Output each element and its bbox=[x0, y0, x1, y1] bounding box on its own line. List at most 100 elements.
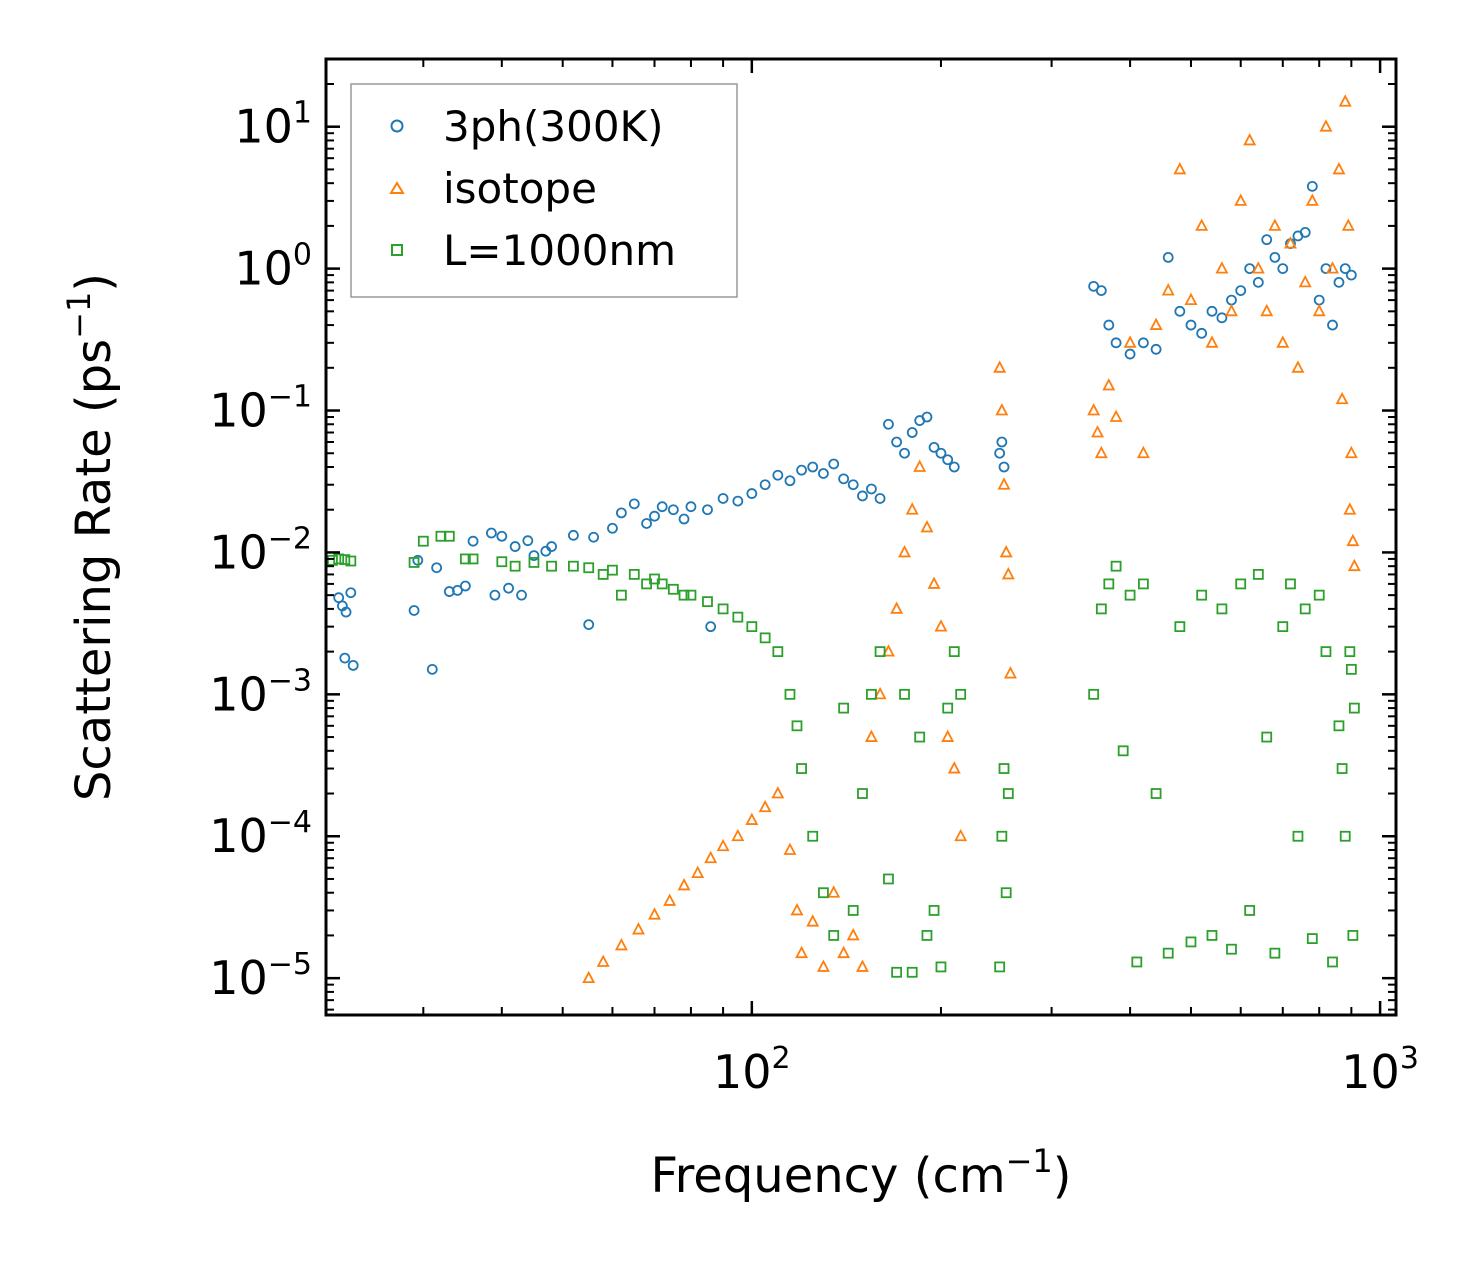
point-0-35 bbox=[685, 501, 697, 513]
point-2-52 bbox=[948, 646, 960, 658]
point-2-74 bbox=[1226, 943, 1237, 955]
point-1-58 bbox=[1243, 133, 1257, 146]
series-1 bbox=[582, 94, 1361, 984]
point-2-4 bbox=[408, 557, 420, 568]
point-0-51 bbox=[866, 483, 877, 495]
point-2-62 bbox=[1110, 560, 1122, 572]
point-1-6 bbox=[677, 878, 691, 891]
point-0-82 bbox=[1252, 276, 1264, 288]
point-0-56 bbox=[906, 427, 918, 438]
point-2-81 bbox=[1285, 578, 1296, 590]
point-2-50 bbox=[935, 961, 947, 973]
point-2-13 bbox=[546, 560, 557, 572]
point-1-2 bbox=[614, 938, 628, 951]
point-0-19 bbox=[516, 589, 527, 601]
point-1-44 bbox=[1094, 445, 1108, 459]
point-2-59 bbox=[1088, 688, 1100, 700]
legend-label-3ph: 3ph(300K) bbox=[443, 102, 663, 151]
point-0-13 bbox=[467, 535, 479, 547]
point-0-39 bbox=[732, 495, 744, 507]
point-1-33 bbox=[941, 729, 955, 742]
point-2-48 bbox=[921, 930, 933, 941]
point-1-3 bbox=[631, 922, 645, 935]
point-0-70 bbox=[1124, 348, 1136, 360]
point-2-47 bbox=[914, 731, 926, 743]
point-1-41 bbox=[1003, 666, 1017, 679]
point-2-90 bbox=[1345, 663, 1357, 675]
point-2-34 bbox=[796, 763, 807, 774]
point-1-75 bbox=[1347, 558, 1361, 572]
point-0-54 bbox=[891, 436, 903, 448]
point-1-53 bbox=[1195, 218, 1209, 231]
point-1-29 bbox=[913, 459, 927, 472]
point-2-80 bbox=[1277, 621, 1289, 633]
point-2-11 bbox=[509, 560, 521, 572]
point-0-6 bbox=[408, 605, 420, 616]
point-2-15 bbox=[583, 562, 595, 574]
point-2-26 bbox=[702, 596, 713, 608]
point-1-52 bbox=[1184, 292, 1198, 305]
point-1-54 bbox=[1205, 335, 1219, 348]
point-0-69 bbox=[1110, 337, 1122, 349]
point-2-14 bbox=[568, 560, 579, 572]
point-0-59 bbox=[928, 441, 940, 453]
point-0-32 bbox=[656, 501, 668, 513]
point-1-77 bbox=[1335, 391, 1349, 405]
point-0-64 bbox=[996, 436, 1008, 448]
point-0-29 bbox=[628, 498, 640, 510]
point-2-23 bbox=[667, 583, 679, 595]
point-1-28 bbox=[905, 502, 919, 515]
point-2-8 bbox=[459, 553, 471, 565]
point-1-56 bbox=[1224, 303, 1238, 317]
x-axis-label: Frequency (cm−1) bbox=[650, 1142, 1071, 1204]
axis-ticks bbox=[326, 58, 1396, 1015]
legend-label-l1000nm: L=1000nm bbox=[443, 226, 676, 275]
point-0-11 bbox=[452, 585, 463, 596]
y-tick-label-2: 10−3 bbox=[209, 663, 312, 721]
point-1-39 bbox=[999, 544, 1013, 558]
point-0-49 bbox=[847, 479, 859, 491]
point-1-36 bbox=[993, 360, 1007, 373]
point-0-28 bbox=[615, 507, 627, 519]
point-0-89 bbox=[1306, 180, 1318, 192]
point-2-44 bbox=[891, 966, 903, 978]
point-2-64 bbox=[1124, 589, 1136, 601]
legend-marker-isotope bbox=[389, 181, 405, 194]
point-2-65 bbox=[1131, 956, 1143, 968]
point-2-67 bbox=[1150, 788, 1162, 799]
point-0-58 bbox=[921, 411, 933, 423]
point-0-46 bbox=[818, 468, 829, 479]
point-2-31 bbox=[772, 646, 784, 658]
point-0-50 bbox=[857, 490, 868, 502]
point-2-58 bbox=[1002, 788, 1014, 799]
point-1-57 bbox=[1234, 193, 1248, 206]
point-2-86 bbox=[1320, 646, 1332, 658]
point-1-37 bbox=[995, 403, 1009, 416]
point-2-70 bbox=[1185, 936, 1197, 948]
point-1-26 bbox=[890, 601, 904, 614]
point-2-7 bbox=[443, 530, 455, 542]
point-2-10 bbox=[496, 556, 508, 568]
point-1-66 bbox=[1305, 193, 1319, 206]
point-2-85 bbox=[1313, 589, 1325, 601]
y-tick-label-6: 101 bbox=[234, 96, 312, 154]
point-2-9 bbox=[467, 553, 479, 565]
point-2-94 bbox=[1336, 763, 1348, 774]
point-0-45 bbox=[807, 461, 819, 473]
point-2-84 bbox=[1306, 933, 1318, 944]
point-1-74 bbox=[1346, 533, 1360, 547]
point-2-83 bbox=[1299, 603, 1311, 615]
point-1-25 bbox=[881, 644, 895, 657]
point-0-30 bbox=[641, 518, 653, 529]
point-2-56 bbox=[998, 763, 1010, 774]
point-1-60 bbox=[1260, 303, 1274, 317]
point-0-73 bbox=[1162, 251, 1174, 263]
point-2-35 bbox=[807, 830, 819, 842]
point-0-34 bbox=[678, 513, 690, 525]
point-2-60 bbox=[1095, 603, 1107, 615]
point-0-40 bbox=[746, 488, 758, 499]
point-0-55 bbox=[899, 447, 910, 459]
point-2-3 bbox=[345, 555, 357, 567]
point-2-42 bbox=[874, 646, 886, 658]
